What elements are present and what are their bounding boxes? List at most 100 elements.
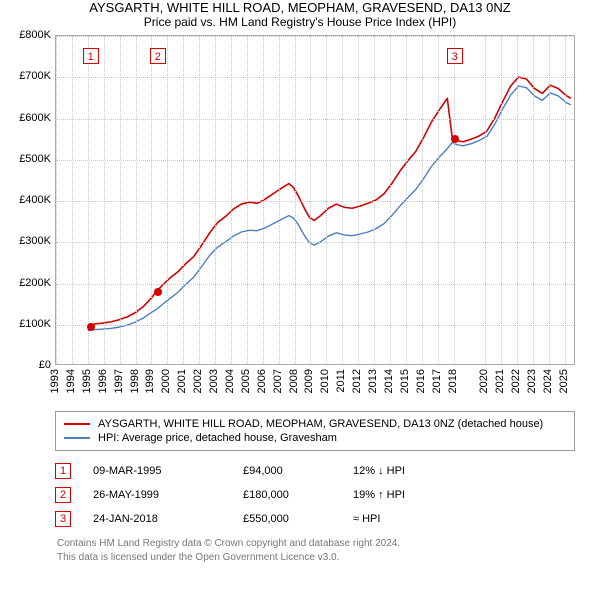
x-tick-label: 2002 [192, 369, 204, 393]
grid-line-v [151, 36, 152, 364]
grid-line-v [310, 36, 311, 364]
grid-line-v [454, 36, 455, 364]
x-tick-label: 2024 [542, 369, 554, 393]
y-tick-label: £300K [19, 235, 51, 247]
x-tick-label: 2003 [208, 369, 220, 393]
y-tick-label: £200K [19, 277, 51, 289]
sale-marker-badge: 1 [83, 48, 99, 64]
x-tick-label: 2005 [240, 369, 252, 393]
sale-marker-badge: 2 [150, 48, 166, 64]
grid-line-v [533, 36, 534, 364]
x-tick-label: 1998 [129, 369, 141, 393]
x-tick-label: 1996 [97, 369, 109, 393]
x-tick-label: 1997 [113, 369, 125, 393]
sale-date: 09-MAR-1995 [93, 465, 243, 477]
x-tick-label: 2023 [526, 369, 538, 393]
legend: AYSGARTH, WHITE HILL ROAD, MEOPHAM, GRAV… [55, 411, 575, 451]
grid-line-v [231, 36, 232, 364]
grid-line-v [358, 36, 359, 364]
y-tick-label: £500K [19, 153, 51, 165]
x-tick-label: 2006 [256, 369, 268, 393]
legend-row: AYSGARTH, WHITE HILL ROAD, MEOPHAM, GRAV… [64, 417, 566, 431]
legend-label: HPI: Average price, detached house, Grav… [98, 432, 337, 444]
grid-line-h [56, 201, 574, 202]
chart-title: AYSGARTH, WHITE HILL ROAD, MEOPHAM, GRAV… [0, 0, 600, 15]
grid-line-v [485, 36, 486, 364]
grid-line-v [88, 36, 89, 364]
grid-line-h [56, 119, 574, 120]
grid-line-v [72, 36, 73, 364]
sale-marker-badge: 3 [447, 48, 463, 64]
grid-line-v [263, 36, 264, 364]
grid-line-v [215, 36, 216, 364]
x-tick-label: 2007 [272, 369, 284, 393]
grid-line-h [56, 36, 574, 37]
footer-line: Contains HM Land Registry data © Crown c… [57, 537, 577, 551]
legend-row: HPI: Average price, detached house, Grav… [64, 431, 566, 445]
x-tick-label: 2025 [558, 369, 570, 393]
grid-line-h [56, 160, 574, 161]
sale-row-marker: 3 [55, 511, 71, 527]
sale-dot [451, 135, 459, 143]
grid-line-v [342, 36, 343, 364]
x-tick-label: 2010 [319, 369, 331, 393]
y-tick-label: £100K [19, 318, 51, 330]
x-tick-label: 2022 [510, 369, 522, 393]
x-tick-label: 2014 [383, 369, 395, 393]
x-tick-label: 2020 [478, 369, 490, 393]
x-tick-label: 1995 [81, 369, 93, 393]
x-tick-label: 2016 [415, 369, 427, 393]
sale-row: 324-JAN-2018£550,000≈ HPI [55, 507, 575, 531]
x-tick-label: 2013 [367, 369, 379, 393]
grid-line-v [406, 36, 407, 364]
x-tick-label: 2021 [494, 369, 506, 393]
legend-label: AYSGARTH, WHITE HILL ROAD, MEOPHAM, GRAV… [98, 418, 543, 430]
grid-line-v [199, 36, 200, 364]
x-tick-label: 2012 [351, 369, 363, 393]
grid-line-v [438, 36, 439, 364]
sale-price: £180,000 [243, 489, 353, 501]
grid-line-v [565, 36, 566, 364]
grid-line-v [295, 36, 296, 364]
grid-line-v [390, 36, 391, 364]
x-tick-label: 2011 [335, 369, 347, 393]
footer-line: This data is licensed under the Open Gov… [57, 551, 577, 565]
sale-row: 1 09-MAR-1995£94,00012% ↓ HPI [55, 459, 575, 483]
grid-line-v [104, 36, 105, 364]
grid-line-v [326, 36, 327, 364]
sale-price: £94,000 [243, 465, 353, 477]
grid-line-v [183, 36, 184, 364]
x-tick-label: 2018 [447, 369, 459, 393]
grid-line-v [374, 36, 375, 364]
sale-row: 226-MAY-1999£180,00019% ↑ HPI [55, 483, 575, 507]
grid-line-v [56, 36, 57, 364]
x-tick-label: 2001 [176, 369, 188, 393]
sale-dot [154, 288, 162, 296]
sale-row-marker: 1 [55, 463, 71, 479]
grid-line-v [501, 36, 502, 364]
chart-area: £0£100K£200K£300K£400K£500K£600K£700K£80… [55, 35, 575, 365]
x-tick-label: 2015 [399, 369, 411, 393]
sale-dot [87, 323, 95, 331]
sale-row-marker: 2 [55, 487, 71, 503]
grid-line-h [56, 242, 574, 243]
series-lines [56, 36, 574, 364]
sale-delta-vs-hpi: 12% ↓ HPI [353, 465, 405, 477]
x-tick-label: 1999 [144, 369, 156, 393]
y-tick-label: £700K [19, 70, 51, 82]
sale-delta-vs-hpi: 19% ↑ HPI [353, 489, 405, 501]
x-tick-label: 1994 [65, 369, 77, 393]
grid-line-v [136, 36, 137, 364]
y-tick-label: £400K [19, 194, 51, 206]
grid-line-h [56, 325, 574, 326]
grid-line-v [422, 36, 423, 364]
chart-subtitle: Price paid vs. HM Land Registry's House … [0, 15, 600, 29]
y-tick-label: £800K [19, 29, 51, 41]
x-tick-label: 2009 [303, 369, 315, 393]
y-tick-label: £600K [19, 112, 51, 124]
x-tick-label: 2008 [288, 369, 300, 393]
legend-swatch [64, 423, 90, 425]
legend-swatch [64, 437, 90, 439]
grid-line-v [167, 36, 168, 364]
x-tick-label: 2004 [224, 369, 236, 393]
